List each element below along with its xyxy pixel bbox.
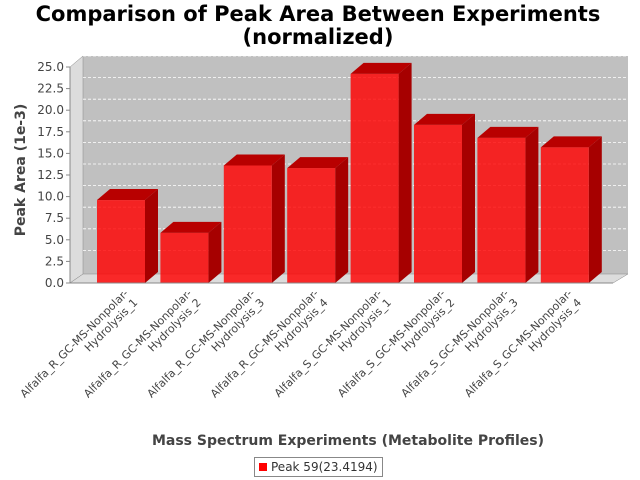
chart-title: Comparison of Peak Area Between Experime… — [36, 2, 601, 26]
bar — [223, 154, 285, 283]
bar-side — [588, 136, 602, 283]
bar-front — [540, 147, 589, 283]
legend-label: Peak 59(23.4194) — [271, 460, 378, 474]
bar-side — [398, 62, 412, 283]
x-tick-label: Alfalfa_S_GC-MS-Nonpolar-Hydrolysis_4 — [462, 287, 584, 400]
y-tick-label: 20.0 — [37, 103, 64, 117]
y-tick-label: 12.5 — [37, 168, 64, 182]
bar-front — [350, 73, 399, 283]
x-tick-label: Alfalfa_R_GC-MS-Nonpolar-Hydrolysis_4 — [208, 287, 331, 400]
bar-side — [335, 157, 349, 283]
bar-front — [287, 168, 336, 283]
bar-side — [145, 189, 158, 283]
chart-subtitle: (normalized) — [243, 25, 394, 49]
bar-top — [540, 136, 602, 148]
y-tick-label: 2.5 — [45, 254, 64, 268]
bar — [350, 62, 412, 283]
bar-side — [271, 154, 285, 283]
bar-top — [160, 221, 222, 233]
bar-top — [287, 157, 349, 169]
bar-top — [414, 113, 475, 125]
bar-top — [477, 126, 539, 138]
y-tick-label: 22.5 — [37, 82, 64, 96]
y-tick-label: 10.0 — [37, 190, 64, 204]
bars — [97, 62, 602, 284]
x-axis-label: Mass Spectrum Experiments (Metabolite Pr… — [152, 433, 544, 449]
bar-top — [97, 189, 158, 201]
y-tick-label: 15.0 — [37, 146, 64, 160]
bar-side — [525, 126, 539, 284]
y-axis-ticks: 0.0 2.5 5.0 7.5 10.0 12.5 15.0 17.5 20.0 22.5 25.0 — [37, 60, 71, 290]
bar — [540, 136, 602, 283]
legend-swatch — [259, 463, 267, 471]
y-tick-label: 0.0 — [45, 276, 64, 290]
bar-front — [477, 137, 526, 283]
bar-side — [462, 113, 475, 283]
x-tick-label-line: Alfalfa_R_GC-MS-Nonpolar- — [18, 287, 131, 400]
bar-front — [414, 124, 462, 283]
x-axis-ticks: Alfalfa_R_GC-MS-Nonpolar-Hydrolysis_1Alf… — [18, 282, 613, 400]
bar-top — [350, 62, 412, 74]
x-tick-label: Alfalfa_S_GC-MS-Nonpolar-Hydrolysis_1 — [272, 287, 394, 400]
bar-front — [97, 200, 145, 283]
bar — [477, 126, 539, 284]
y-tick-label: 17.5 — [37, 125, 64, 139]
x-tick-label: Alfalfa_S_GC-MS-Nonpolar-Hydrolysis_3 — [399, 287, 521, 400]
bar — [160, 221, 222, 283]
bar — [97, 189, 158, 283]
bar-side — [208, 221, 222, 283]
bar-front — [160, 232, 209, 283]
y-axis-label: Peak Area (1e-3) — [13, 104, 29, 237]
y-tick-label: 7.5 — [45, 211, 64, 225]
y-tick-label: 25.0 — [37, 60, 64, 74]
bar — [287, 157, 349, 283]
bar-front — [223, 165, 272, 283]
bar — [414, 113, 475, 283]
plot-left-wall — [69, 55, 84, 284]
y-tick-label: 5.0 — [45, 233, 64, 247]
x-tick-label: Alfalfa_R_GC-MS-Nonpolar-Hydrolysis_1 — [18, 287, 141, 400]
legend: Peak 59(23.4194) — [254, 457, 383, 477]
x-tick-label: Alfalfa_R_GC-MS-Nonpolar-Hydrolysis_3 — [145, 287, 268, 400]
x-tick-label: Alfalfa_R_GC-MS-Nonpolar-Hydrolysis_2 — [81, 287, 204, 400]
x-tick-label: Alfalfa_S_GC-MS-Nonpolar-Hydrolysis_2 — [335, 287, 457, 400]
bar-top — [223, 154, 285, 166]
